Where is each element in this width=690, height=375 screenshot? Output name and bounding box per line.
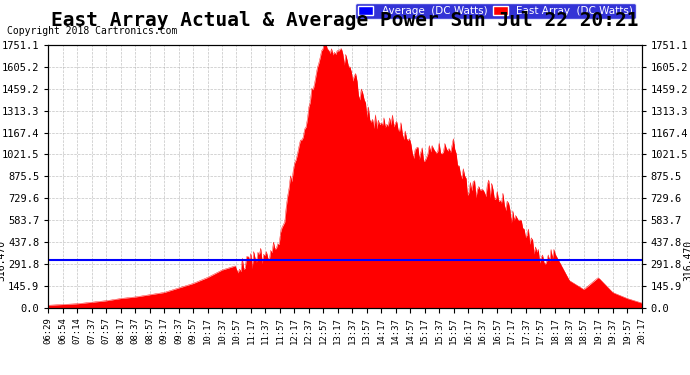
- Text: 316.470: 316.470: [0, 240, 7, 280]
- Text: East Array Actual & Average Power Sun Jul 22 20:21: East Array Actual & Average Power Sun Ju…: [51, 11, 639, 30]
- Text: Copyright 2018 Cartronics.com: Copyright 2018 Cartronics.com: [7, 26, 177, 36]
- Legend: Average  (DC Watts), East Array  (DC Watts): Average (DC Watts), East Array (DC Watts…: [355, 3, 636, 20]
- Text: 316.470: 316.470: [683, 240, 690, 280]
